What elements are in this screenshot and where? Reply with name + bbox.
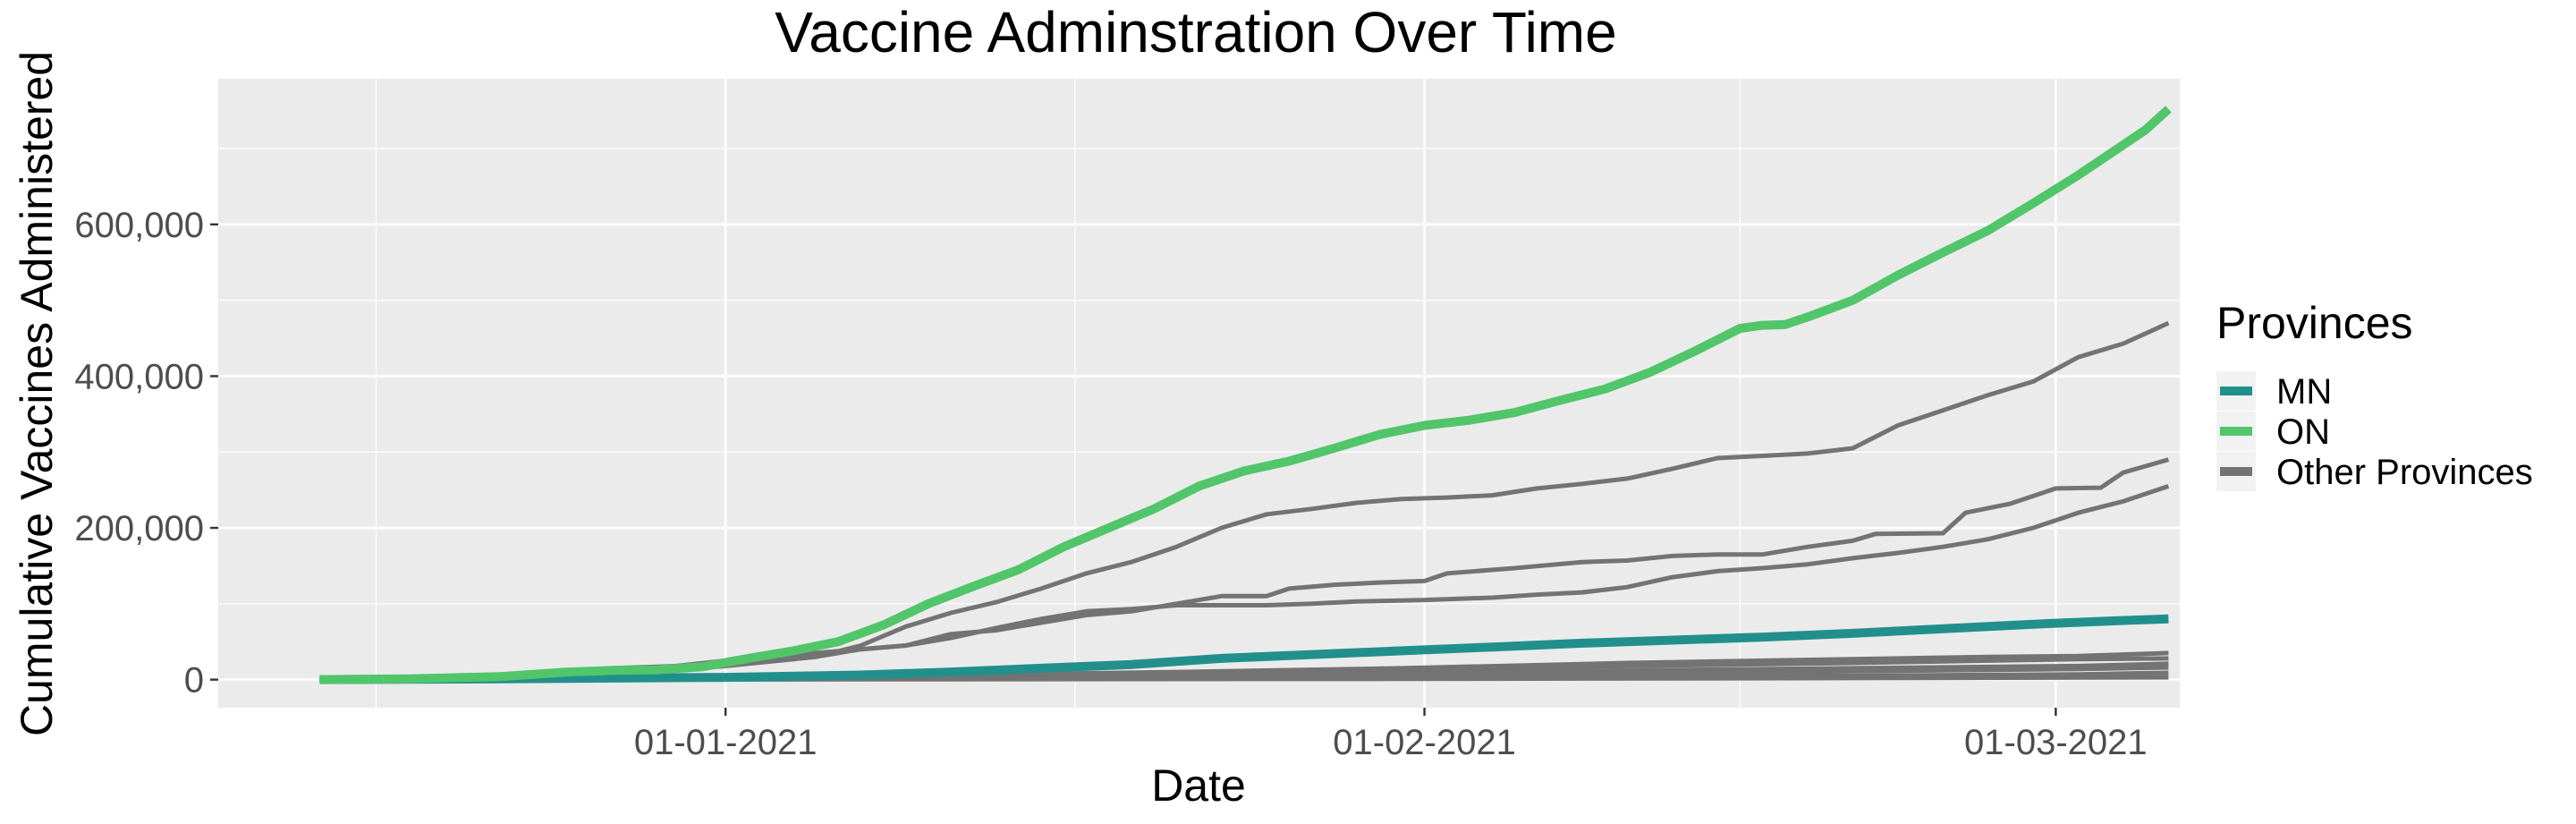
legend-label: Other Provinces (2276, 453, 2533, 492)
y-axis: 0 200,000 400,000 600,000 (74, 206, 218, 701)
major-gridlines (218, 79, 2180, 708)
series-line-on (319, 106, 2172, 684)
x-tick-label: 01-02-2021 (1333, 723, 1516, 762)
legend-label: MN (2276, 372, 2332, 412)
legend-title: Provinces (2216, 298, 2413, 348)
chart-title: Vaccine Adminstration Over Time (775, 0, 1616, 64)
x-tick-label: 01-01-2021 (634, 723, 818, 762)
x-axis-title: Date (1151, 760, 1246, 811)
series-line-other-provinces (319, 457, 2170, 683)
legend-label: ON (2276, 412, 2330, 452)
y-tick-label: 0 (184, 661, 204, 701)
series-line-mn (319, 614, 2169, 684)
y-tick-label: 600,000 (74, 206, 204, 245)
x-tick-label: 01-03-2021 (1964, 723, 2148, 762)
series-line-other-provinces (319, 484, 2170, 683)
y-tick-label: 200,000 (74, 509, 204, 548)
y-tick-label: 400,000 (74, 357, 204, 396)
y-axis-title: Cumulative Vaccines Administered (12, 51, 62, 736)
x-axis: 01-01-2021 01-02-2021 01-03-2021 (634, 708, 2148, 762)
minor-gridlines (218, 79, 2180, 708)
series-layer (319, 106, 2172, 684)
plot-panel (218, 79, 2180, 708)
